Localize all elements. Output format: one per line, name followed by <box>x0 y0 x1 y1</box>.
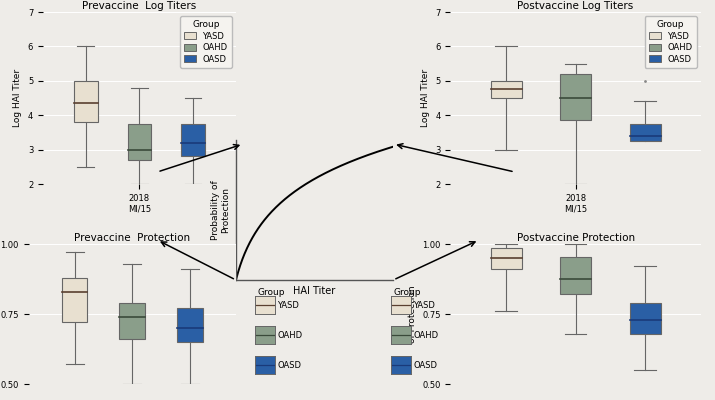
Bar <box>177 308 202 342</box>
Text: OASD: OASD <box>277 361 302 370</box>
Bar <box>119 303 145 339</box>
Bar <box>490 81 521 98</box>
Title: Postvaccine Log Titers: Postvaccine Log Titers <box>518 1 633 11</box>
Y-axis label: of Protection: of Protection <box>408 285 417 343</box>
Legend: YASD, OAHD, OASD: YASD, OAHD, OASD <box>180 16 232 68</box>
Text: YASD: YASD <box>413 301 435 310</box>
Bar <box>62 278 87 322</box>
Title: Prevaccine  Protection: Prevaccine Protection <box>74 233 190 243</box>
Bar <box>630 303 661 334</box>
Y-axis label: Log HAI Titer: Log HAI Titer <box>421 69 430 127</box>
X-axis label: HAI Titer: HAI Titer <box>293 286 336 296</box>
Bar <box>181 124 205 156</box>
Bar <box>630 124 661 141</box>
Text: OAHD: OAHD <box>277 331 302 340</box>
Text: Group: Group <box>257 288 285 297</box>
Text: OASD: OASD <box>413 361 438 370</box>
Text: OAHD: OAHD <box>413 331 438 340</box>
Legend: YASD, OAHD, OASD: YASD, OAHD, OASD <box>645 16 696 68</box>
Bar <box>560 257 591 294</box>
Title: Prevaccine  Log Titers: Prevaccine Log Titers <box>82 1 197 11</box>
Bar <box>490 248 521 269</box>
Bar <box>560 74 591 120</box>
Bar <box>74 81 98 122</box>
Text: Group: Group <box>393 288 420 297</box>
Text: YASD: YASD <box>277 301 300 310</box>
Bar <box>127 124 152 160</box>
Y-axis label: Log HAI Titer: Log HAI Titer <box>14 69 22 127</box>
Y-axis label: Probability of
Protection: Probability of Protection <box>211 180 230 240</box>
Title: Postvaccine Protection: Postvaccine Protection <box>516 233 635 243</box>
